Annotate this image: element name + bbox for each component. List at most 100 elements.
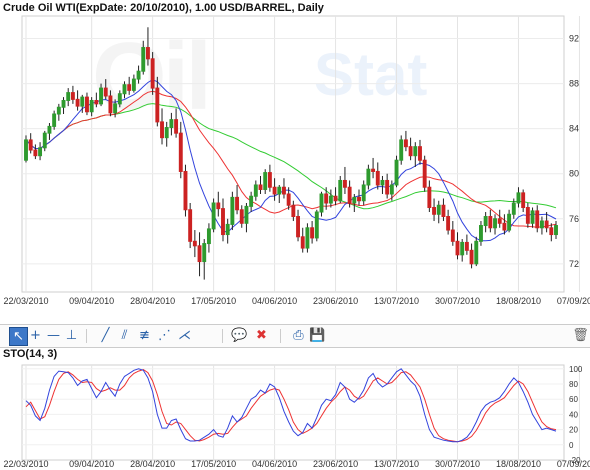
print-button[interactable]: ⎙	[293, 328, 304, 343]
candle-body	[516, 192, 521, 204]
candle-body	[460, 241, 465, 256]
candle-body	[272, 186, 277, 195]
candle-body	[446, 216, 451, 231]
sto-x-tick-label: 13/07/2010	[374, 459, 419, 469]
candle-body	[155, 87, 160, 123]
price-y-tick-label: 88	[569, 79, 579, 89]
vertical-line-tool-button[interactable]: ⊥	[65, 328, 78, 343]
candle-body	[469, 249, 474, 265]
candle-body	[47, 125, 52, 134]
candle-body	[375, 170, 380, 186]
sto-x-tick-label: 22/03/2010	[3, 459, 48, 469]
price-y-tick-label: 80	[569, 169, 579, 179]
candle-body	[103, 87, 108, 97]
candle-body	[394, 159, 399, 186]
candle-body	[94, 99, 99, 105]
candle-body	[66, 92, 71, 101]
candle-body	[108, 95, 113, 114]
candle-body	[455, 240, 460, 256]
sto-x-tick-label: 04/06/2010	[252, 459, 297, 469]
candle-body	[549, 227, 554, 236]
crosshair-tool-button[interactable]: +	[30, 328, 41, 343]
sto-y-tick-label: 40	[569, 410, 578, 419]
save-button[interactable]: 💾	[309, 328, 326, 343]
candle-body	[403, 139, 408, 148]
cursor-tool-button[interactable]: ↖	[9, 327, 28, 346]
candle-body	[178, 132, 183, 172]
candle-body	[488, 216, 493, 229]
trend-line-tool-button[interactable]: ╱	[101, 328, 110, 343]
candle-body	[61, 99, 66, 108]
candle-body	[511, 202, 516, 215]
price-y-tick-label: 92	[569, 34, 579, 44]
candle-body	[493, 218, 497, 229]
candle-body	[305, 227, 310, 249]
candle-body	[427, 186, 432, 209]
candle-body	[286, 193, 291, 206]
candle-body	[418, 146, 422, 161]
toolbar-separator	[222, 329, 223, 343]
candle-body	[113, 103, 118, 114]
andrews-pitchfork-tool-button[interactable]: ⋌	[178, 328, 191, 343]
candle-body	[347, 186, 352, 204]
candle-body	[230, 196, 235, 225]
sto-y-tick-label: -20	[569, 456, 581, 465]
trash-button[interactable]: 🗑	[572, 328, 589, 343]
comment-tool-button[interactable]: 💬	[231, 328, 248, 343]
candle-body	[319, 193, 324, 213]
candle-body	[380, 179, 385, 186]
candle-body	[282, 186, 286, 195]
candle-body	[502, 222, 507, 231]
sto-x-tick-label: 28/04/2010	[130, 459, 175, 469]
candle-body	[544, 220, 549, 229]
price-x-tick-label: 17/05/2010	[191, 296, 236, 306]
horizontal-line-tool-button[interactable]: —	[47, 328, 60, 343]
sto-x-tick-label: 30/07/2010	[435, 459, 480, 469]
candle-body	[408, 146, 413, 157]
candle-body	[235, 196, 240, 211]
price-x-tick-label: 22/03/2010	[3, 296, 48, 306]
ma-mid-line	[25, 90, 557, 228]
candle-body	[530, 210, 535, 224]
delete-tool-button[interactable]: ✖	[256, 328, 267, 343]
candle-body	[389, 184, 394, 195]
candle-body	[150, 58, 155, 89]
candle-body	[202, 243, 207, 263]
candle-body	[464, 241, 469, 251]
candle-body	[300, 236, 305, 249]
candle-body	[385, 179, 390, 195]
channel-tool-button[interactable]: ⫽	[121, 328, 128, 343]
candle-body	[169, 119, 174, 129]
sto-y-tick-label: 20	[569, 426, 578, 435]
sto-x-tick-label: 18/08/2010	[496, 459, 541, 469]
fibonacci-tool-button[interactable]: ≢	[139, 328, 150, 343]
price-x-tick-label: 28/04/2010	[130, 296, 175, 306]
candle-body	[291, 204, 296, 218]
candle-body	[145, 47, 150, 60]
candle-body	[554, 225, 558, 236]
candle-body	[160, 121, 164, 139]
candle-body	[507, 213, 512, 231]
candle-body	[249, 195, 254, 207]
candle-body	[539, 220, 544, 229]
candle-body	[244, 205, 249, 224]
watermark-stat: Stat	[314, 41, 428, 108]
candle-body	[216, 202, 221, 210]
price-x-tick-label: 13/07/2010	[374, 296, 419, 306]
ma-fast-line	[25, 79, 557, 242]
candle-body	[131, 78, 136, 91]
toolbar-separator	[86, 329, 87, 343]
price-x-tick-label: 04/06/2010	[252, 296, 297, 306]
candle-body	[342, 179, 347, 188]
ma-slow-line	[25, 103, 557, 210]
fan-tool-button[interactable]: ⋰	[158, 328, 171, 343]
candle-body	[371, 168, 376, 172]
candle-body	[239, 209, 244, 224]
candle-body	[357, 196, 361, 202]
candle-body	[70, 92, 75, 100]
candle-body	[474, 240, 479, 265]
price-y-tick-label: 76	[569, 214, 579, 224]
candle-body	[441, 204, 446, 218]
sto-y-tick-label: 60	[569, 395, 578, 404]
